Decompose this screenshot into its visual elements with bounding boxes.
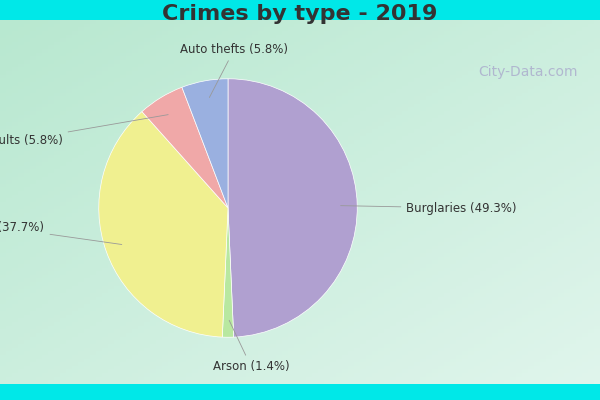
Text: Burglaries (49.3%): Burglaries (49.3%) (341, 202, 517, 214)
Text: Thefts (37.7%): Thefts (37.7%) (0, 221, 122, 244)
Text: Crimes by type - 2019: Crimes by type - 2019 (163, 4, 437, 24)
Wedge shape (182, 79, 228, 208)
Text: Assaults (5.8%): Assaults (5.8%) (0, 115, 168, 147)
Text: Auto thefts (5.8%): Auto thefts (5.8%) (181, 42, 289, 98)
Text: City-Data.com: City-Data.com (478, 65, 578, 79)
Wedge shape (228, 79, 357, 337)
Wedge shape (99, 112, 228, 337)
Wedge shape (142, 87, 228, 208)
Text: Arson (1.4%): Arson (1.4%) (213, 320, 290, 374)
Wedge shape (223, 208, 233, 337)
